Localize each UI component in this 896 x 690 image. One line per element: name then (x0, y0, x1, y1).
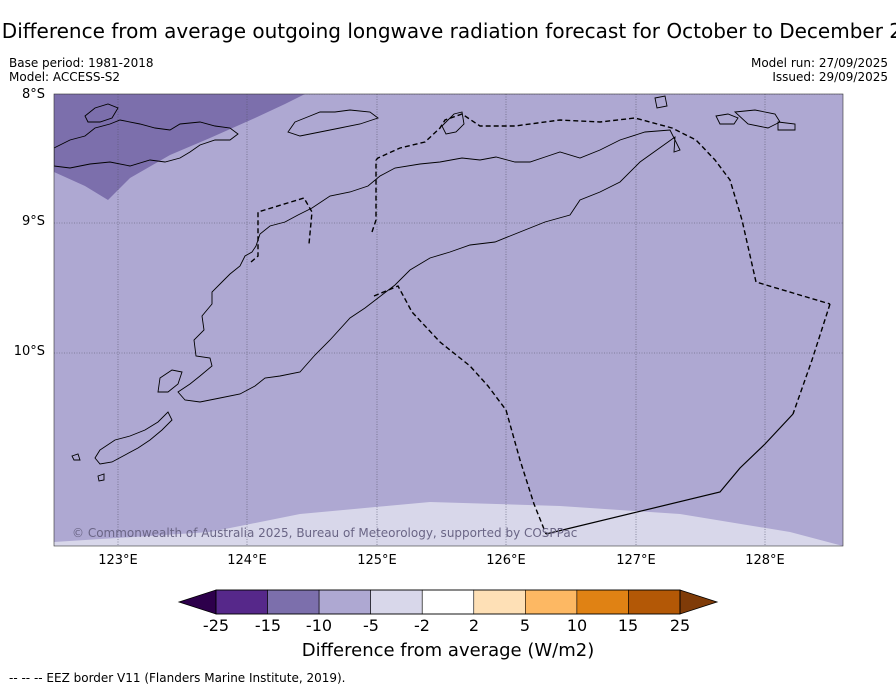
lat-label-9s: 9°S (21, 214, 45, 229)
colorbar-segment (215, 589, 268, 615)
issued-date: Issued: 29/09/2025 (772, 70, 888, 84)
colorbar-frame (215, 589, 681, 615)
anomaly-zone-mid (54, 94, 843, 546)
coastline-roti (157, 369, 183, 393)
eez-footnote: -- -- -- EEZ border V11 (Flanders Marine… (9, 671, 346, 685)
colorbar-segment (473, 589, 526, 615)
colorbar-tick: -5 (363, 616, 379, 635)
eez-line-east (792, 303, 831, 415)
colorbar-segments (215, 589, 681, 615)
colorbar-tick: -10 (305, 616, 333, 635)
chart-title: Difference from average outgoing longwav… (1, 19, 896, 43)
coastlines (54, 95, 796, 482)
copyright-notice: © Commonwealth of Australia 2025, Bureau… (72, 526, 578, 540)
colorbar (177, 589, 719, 615)
model-name: Model: ACCESS-S2 (9, 70, 121, 84)
coastline-wetar (287, 109, 379, 137)
meta-left: Base period: 1981-2018 Model: ACCESS-S2 (9, 56, 154, 84)
anomaly-zone-dark (54, 94, 305, 200)
lon-label-124e: 124°E (227, 553, 267, 568)
lon-label-126e: 126°E (486, 553, 526, 568)
colorbar-tick: 25 (669, 616, 691, 635)
gridlines (54, 94, 843, 546)
colorbar-over-arrow (679, 589, 719, 615)
coastline-pantar (84, 103, 119, 123)
lon-label-125e: 125°E (357, 553, 397, 568)
lon-label-128e: 128°E (745, 553, 785, 568)
colorbar-label: Difference from average (W/m2) (301, 640, 595, 661)
colorbar-under-arrow (177, 589, 217, 615)
map-area (54, 94, 843, 546)
eez-border (250, 113, 831, 535)
lat-label-10s: 10°S (13, 344, 45, 359)
coastline-sawu (94, 411, 173, 465)
model-run: Model run: 27/09/2025 (750, 56, 888, 70)
eez-line-south (545, 413, 794, 535)
eez-line-west (373, 285, 547, 535)
colorbar-segment (370, 589, 423, 615)
coastline-islands-east (654, 95, 796, 131)
lat-label-8s: 8°S (21, 87, 45, 102)
eez-line-enclave (250, 197, 313, 263)
eez-line-connector (371, 160, 377, 233)
colorbar-segment (267, 589, 320, 615)
colorbar-tick: 5 (519, 616, 531, 635)
anomaly-zone-light (54, 502, 843, 546)
base-period: Base period: 1981-2018 (9, 56, 154, 70)
colorbar-segment (628, 589, 681, 615)
colorbar-segment (421, 589, 475, 615)
coastline-timor (177, 129, 681, 403)
colorbar-tick: 10 (566, 616, 588, 635)
coastline-alor (54, 119, 239, 169)
meta-right: Model run: 27/09/2025 Issued: 29/09/2025 (751, 56, 888, 84)
coastline-islet (71, 453, 105, 482)
eez-line-north (375, 113, 831, 305)
colorbar-tick: -25 (202, 616, 230, 635)
colorbar-tick: -2 (414, 616, 430, 635)
colorbar-tick: -15 (254, 616, 282, 635)
colorbar-segment (525, 589, 578, 615)
lon-label-127e: 127°E (616, 553, 656, 568)
colorbar-segment (318, 589, 371, 615)
lon-label-123e: 123°E (98, 553, 138, 568)
colorbar-tick: 2 (468, 616, 480, 635)
coastline-atauro (441, 111, 465, 135)
map-frame (53, 93, 844, 547)
colorbar-tick: 15 (617, 616, 639, 635)
colorbar-segment (576, 589, 629, 615)
